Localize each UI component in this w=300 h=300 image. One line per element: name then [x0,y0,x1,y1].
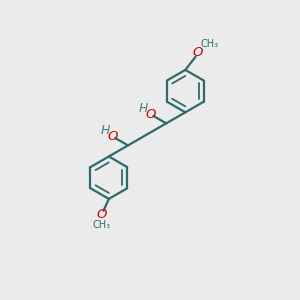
Text: CH₃: CH₃ [93,220,111,230]
Text: H: H [100,124,110,137]
Text: O: O [146,108,156,121]
Text: H: H [139,102,148,115]
Text: O: O [97,208,107,221]
Text: O: O [193,46,203,59]
Text: O: O [108,130,118,143]
Text: CH₃: CH₃ [201,39,219,49]
